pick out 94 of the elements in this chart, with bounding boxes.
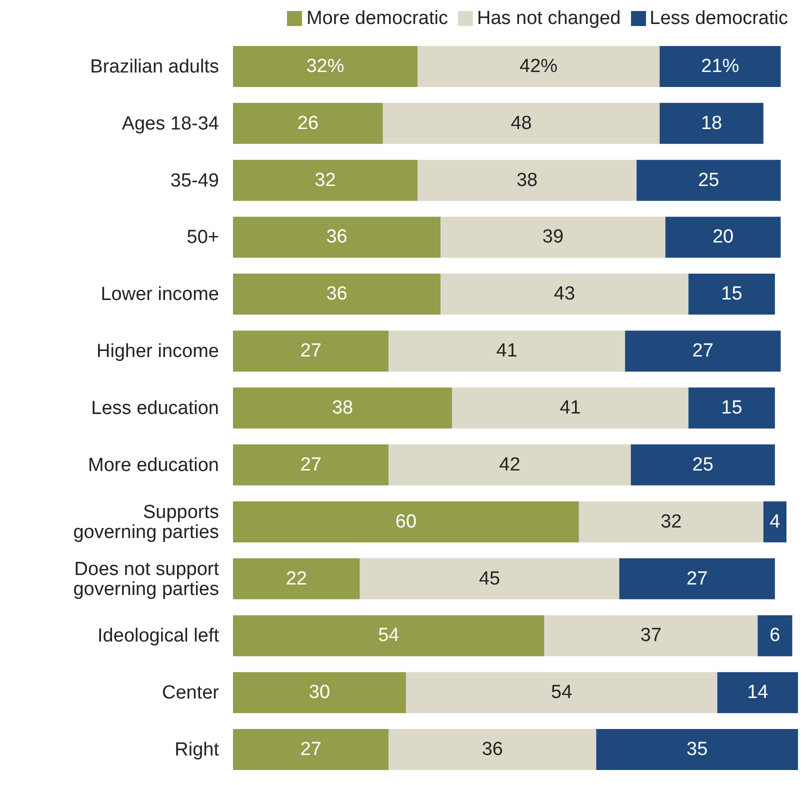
y-tick-label: Higher income xyxy=(96,340,219,362)
legend-label: Has not changed xyxy=(476,8,621,29)
y-tick-label: Center xyxy=(162,682,220,704)
bar xyxy=(596,729,798,770)
data-label: 25 xyxy=(692,454,714,476)
y-tick-label: Ages 18-34 xyxy=(122,112,220,134)
data-label: 32 xyxy=(314,170,336,191)
bar xyxy=(233,501,579,542)
data-label: 18 xyxy=(700,112,722,134)
data-label: 43 xyxy=(554,284,576,305)
y-tick-label: Less education xyxy=(91,398,219,418)
data-label: 26 xyxy=(297,112,319,134)
bar xyxy=(388,729,596,770)
data-label: 54 xyxy=(378,625,400,646)
bar xyxy=(233,615,544,656)
data-label: 36 xyxy=(326,226,348,248)
bar xyxy=(452,388,688,429)
data-label: 27 xyxy=(300,340,322,362)
data-label: 36 xyxy=(326,284,348,305)
data-label: 22 xyxy=(286,568,307,590)
data-label: 32% xyxy=(306,56,344,77)
data-label: 4 xyxy=(770,511,781,532)
bar xyxy=(660,46,781,87)
y-tick-label: More education xyxy=(88,454,219,476)
bar xyxy=(233,672,406,714)
data-label: 45 xyxy=(478,568,500,590)
y-tick-label: 35-49 xyxy=(170,170,219,191)
y-tick-label: Does not support governing parties xyxy=(73,558,220,600)
bar xyxy=(233,558,360,600)
data-label: 15 xyxy=(721,398,742,419)
data-label: 41 xyxy=(560,398,581,419)
data-label: 48 xyxy=(510,112,532,134)
bar xyxy=(233,444,389,486)
data-label: 6 xyxy=(770,625,780,646)
bar xyxy=(233,160,418,201)
data-label: 35 xyxy=(686,739,708,760)
data-label: 54 xyxy=(551,682,573,704)
data-label: 42 xyxy=(499,454,520,476)
bar xyxy=(233,729,389,770)
y-tick-label: Ideological left xyxy=(98,625,220,646)
bar xyxy=(406,672,718,714)
data-label: 38 xyxy=(332,398,354,419)
data-label: 25 xyxy=(698,170,720,191)
data-label: 37 xyxy=(640,625,662,646)
bar xyxy=(233,274,441,315)
y-tick-label: 50+ xyxy=(186,226,219,248)
bar xyxy=(688,388,775,429)
data-label: 60 xyxy=(395,511,417,532)
y-tick-label: Brazilian adults xyxy=(90,56,219,77)
data-label: 27 xyxy=(686,568,708,590)
data-label: 38 xyxy=(516,170,538,191)
bar xyxy=(417,46,660,87)
bar xyxy=(636,160,781,201)
bar xyxy=(233,388,452,429)
data-label: 21% xyxy=(701,56,740,77)
bar xyxy=(763,501,786,542)
bar xyxy=(388,444,631,486)
data-label: 20 xyxy=(712,226,734,248)
bar xyxy=(233,330,389,372)
data-label: 14 xyxy=(747,682,769,704)
bar xyxy=(233,216,441,258)
bar xyxy=(544,615,758,656)
bar xyxy=(578,501,764,542)
bar xyxy=(360,558,620,600)
bar xyxy=(382,102,660,144)
bar xyxy=(660,102,764,144)
bar xyxy=(758,615,792,656)
data-label: 27 xyxy=(692,340,714,362)
bar xyxy=(717,672,798,714)
bar xyxy=(619,558,775,600)
data-label: 27 xyxy=(300,739,322,760)
bar xyxy=(688,274,775,315)
y-tick-label: Supports governing parties xyxy=(73,501,219,542)
data-label: 39 xyxy=(542,226,564,248)
data-label: 41 xyxy=(496,340,518,362)
data-label: 15 xyxy=(721,284,742,305)
bar xyxy=(440,216,666,258)
data-label: 36 xyxy=(482,739,504,760)
data-label: 32 xyxy=(660,511,682,532)
bar xyxy=(665,216,781,258)
bar xyxy=(440,274,688,315)
data-label: 30 xyxy=(308,682,330,704)
bar xyxy=(233,102,383,144)
bar xyxy=(417,160,637,201)
bar xyxy=(630,444,775,486)
data-label: 27 xyxy=(300,454,322,476)
legend-label: Less democratic xyxy=(650,8,788,29)
bar xyxy=(625,330,781,372)
bar xyxy=(233,46,418,87)
bar xyxy=(388,330,626,372)
y-tick-label: Lower income xyxy=(100,284,219,305)
legend-label: More democratic xyxy=(306,8,448,29)
data-label: 42% xyxy=(520,56,558,77)
y-tick-label: Right xyxy=(174,739,220,760)
